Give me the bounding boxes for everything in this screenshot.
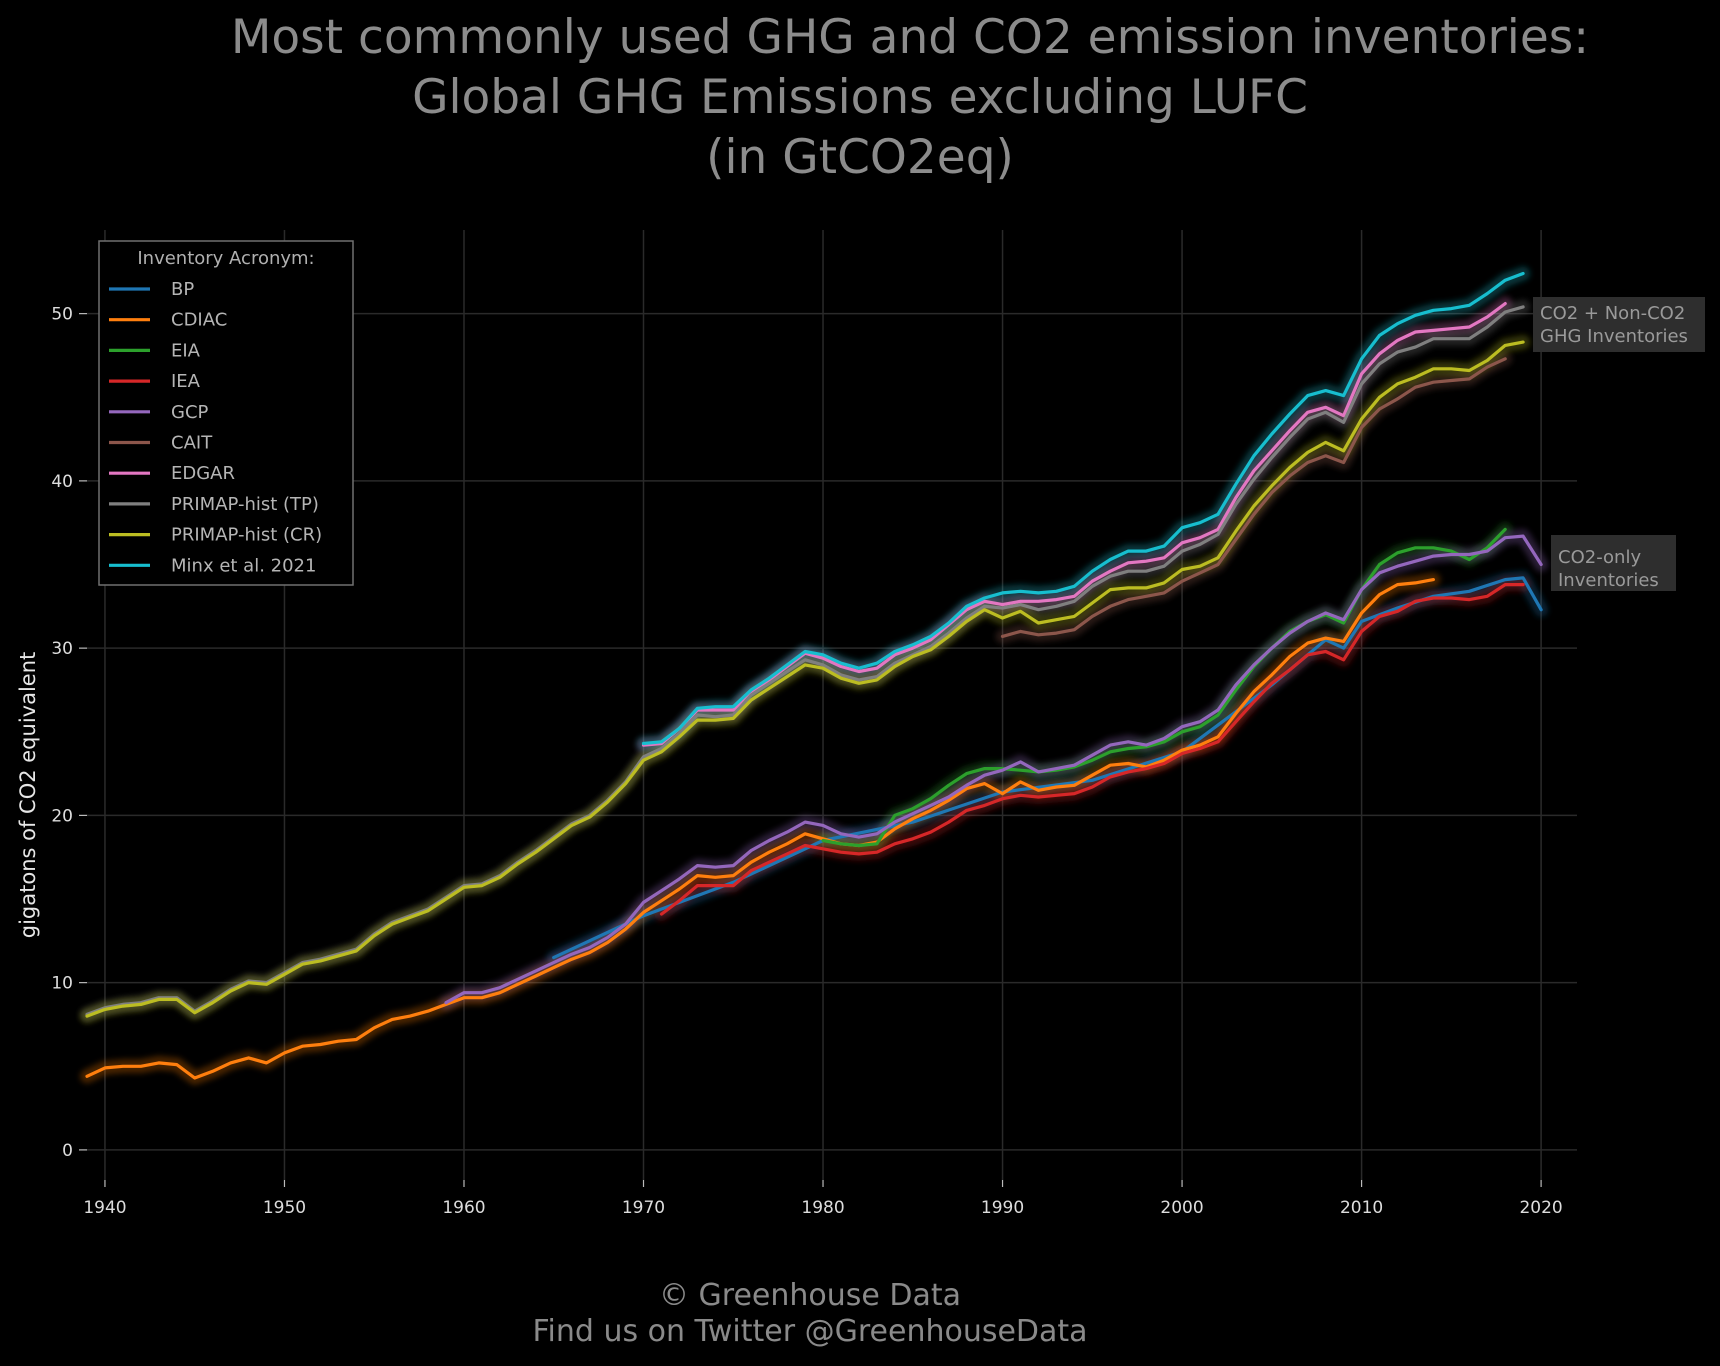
y-tick-label-50: 50: [51, 305, 73, 325]
x-tick-label-2020: 2020: [1519, 1198, 1562, 1218]
y-tick-label-20: 20: [51, 806, 73, 826]
annotation-co2-only: CO2-only Inventories: [1551, 535, 1676, 591]
x-tick-label-1940: 1940: [83, 1198, 126, 1218]
y-tick-label-30: 30: [51, 639, 73, 659]
annotation-ghg-line1: CO2 + Non-CO2: [1540, 303, 1685, 324]
y-tick-label-40: 40: [51, 472, 73, 492]
x-tick-label-1950: 1950: [263, 1198, 306, 1218]
footer-copyright: © Greenhouse Data: [658, 1278, 962, 1313]
axis-ticks: 1940 1950 1960 1970 1980 1990 2000 2010 2020 0 10 2…: [51, 305, 1562, 1218]
x-tick-label-1990: 1990: [981, 1198, 1024, 1218]
series-line-cdiac: [85, 577, 1436, 1080]
legend-label-primap-hist-cr: PRIMAP-hist (CR): [171, 525, 322, 546]
series-line-primap-hist-tp: [85, 305, 1525, 1017]
x-tick-label-1980: 1980: [801, 1198, 844, 1218]
chart-title-line3: (in GtCO2eq): [706, 130, 1014, 185]
legend-label-gcp: GCP: [171, 402, 209, 423]
x-tick-label-1970: 1970: [622, 1198, 665, 1218]
series-lines: [85, 271, 1543, 1080]
legend-label-minx-et-al-2021: Minx et al. 2021: [171, 555, 316, 576]
y-tick-label-10: 10: [51, 974, 73, 994]
legend-title: Inventory Acronym:: [137, 248, 314, 269]
legend-label-primap-hist-tp: PRIMAP-hist (TP): [171, 494, 319, 515]
y-tick-label-0: 0: [62, 1141, 73, 1161]
annotation-co2-line2: Inventories: [1558, 570, 1659, 591]
y-axis-label: gigatons of CO2 equivalent: [16, 652, 40, 939]
annotation-ghg-box: [1533, 297, 1705, 352]
series-line-iea: [659, 582, 1525, 916]
footer-twitter: Find us on Twitter @GreenhouseData: [532, 1314, 1088, 1349]
annotation-ghg-inventories: CO2 + Non-CO2 GHG Inventories: [1533, 297, 1705, 352]
x-tick-label-1960: 1960: [442, 1198, 485, 1218]
legend: Inventory Acronym: BP CDIAC EIA IEA GCP CAIT E…: [98, 240, 354, 586]
series-line-cait: [1000, 357, 1507, 639]
annotation-ghg-line2: GHG Inventories: [1540, 326, 1688, 347]
annotation-co2-line1: CO2-only: [1558, 547, 1641, 568]
legend-label-eia: EIA: [171, 340, 201, 361]
x-tick-label-2000: 2000: [1160, 1198, 1203, 1218]
footer: © Greenhouse Data Find us on Twitter @Gr…: [0, 1278, 1620, 1350]
series-glow-cdiac: [80, 572, 1441, 1085]
legend-label-bp: BP: [171, 279, 194, 300]
legend-label-cdiac: CDIAC: [171, 310, 227, 331]
chart-title-line2: Global GHG Emissions excluding LUFC: [412, 70, 1308, 125]
x-tick-label-2010: 2010: [1340, 1198, 1383, 1218]
annotation-co2-box: [1551, 535, 1676, 591]
series-line-eia: [821, 527, 1507, 848]
chart-title-line1: Most commonly used GHG and CO2 emission …: [230, 10, 1590, 65]
chart-title: Most commonly used GHG and CO2 emission …: [0, 8, 1720, 188]
legend-label-edgar: EDGAR: [171, 463, 235, 484]
legend-label-cait: CAIT: [171, 433, 213, 454]
series-line-gcp: [444, 534, 1543, 1005]
series-line-minx-et-al-2021: [641, 271, 1525, 746]
series-line-primap-hist-cr: [85, 340, 1525, 1018]
legend-label-iea: IEA: [171, 371, 201, 392]
